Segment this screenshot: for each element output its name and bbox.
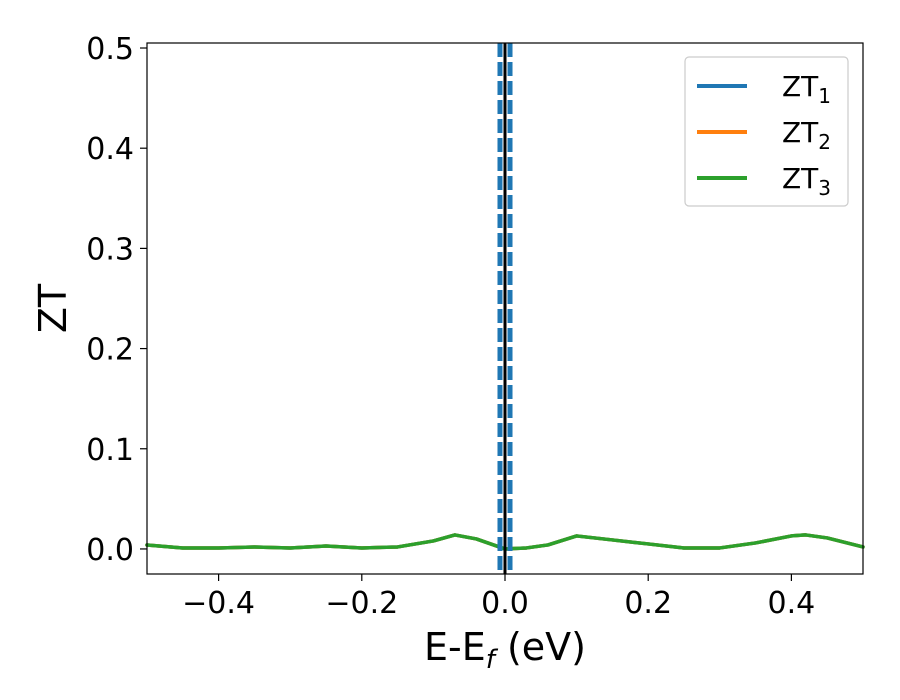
x-axis-label: E-Ef (eV) — [424, 625, 586, 675]
x-tick-label: 0.0 — [481, 586, 529, 621]
y-tick-label: 0.3 — [86, 232, 134, 267]
x-ticks: −0.4 −0.2 0.0 0.2 0.4 — [182, 574, 815, 621]
legend-box — [684, 56, 849, 207]
legend-label-zt1: ZT1 — [782, 70, 831, 108]
y-tick-label: 0.2 — [86, 333, 134, 368]
legend: ZT1 ZT2 ZT3 — [684, 56, 849, 207]
x-tick-label: 0.4 — [768, 586, 816, 621]
series-layer — [145, 533, 865, 551]
y-axis-label: ZT — [31, 283, 75, 333]
x-tick-label: 0.2 — [624, 586, 672, 621]
legend-label-zt2: ZT2 — [782, 116, 831, 154]
legend-label-zt3: ZT3 — [782, 162, 831, 200]
y-tick-label: 0.4 — [86, 132, 134, 167]
series-line-zt3 — [145, 533, 865, 551]
x-tick-label: −0.2 — [325, 586, 398, 621]
y-tick-label: 0.1 — [86, 433, 134, 468]
y-tick-label: 0.5 — [86, 32, 134, 67]
vertical-lines-layer — [497, 43, 513, 574]
y-ticks: 0.0 0.1 0.2 0.3 0.4 0.5 — [86, 32, 147, 568]
y-tick-label: 0.0 — [86, 533, 134, 568]
x-tick-label: −0.4 — [182, 586, 255, 621]
